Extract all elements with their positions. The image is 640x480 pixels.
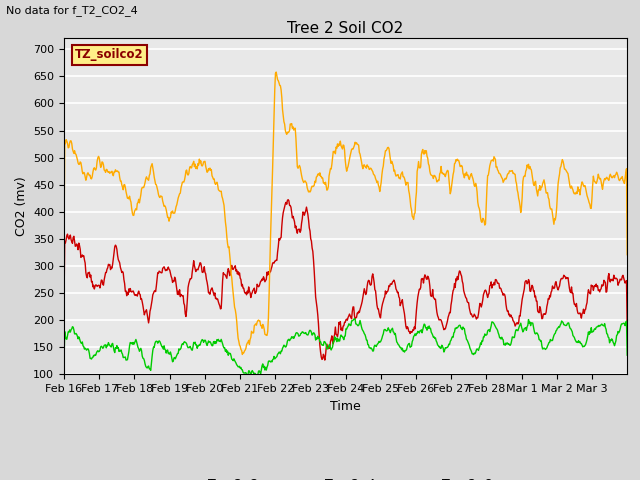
Line: Tree2 -2cm: Tree2 -2cm — [64, 200, 627, 360]
Tree2 -2cm — [623, 324, 631, 330]
Tree2 -2cm — [489, 282, 497, 288]
Tree2 -8cm — [547, 336, 554, 342]
Tree2 -4cm — [239, 351, 246, 357]
Tree2 -2cm — [284, 197, 292, 203]
Tree2 -8cm — [351, 316, 358, 322]
Tree2 -8cm — [60, 360, 68, 366]
Tree2 -2cm — [420, 275, 428, 280]
Tree2 -2cm — [388, 279, 396, 285]
Tree2 -8cm — [253, 372, 261, 378]
Tree2 -2cm — [60, 300, 68, 306]
Tree2 -8cm — [95, 349, 102, 355]
Tree2 -2cm — [547, 294, 554, 300]
Tree2 -8cm — [403, 344, 411, 349]
Text: TZ_soilco2: TZ_soilco2 — [76, 48, 144, 61]
Tree2 -4cm — [547, 206, 554, 212]
Tree2 -4cm — [388, 161, 396, 167]
Tree2 -4cm — [623, 252, 631, 258]
Tree2 -2cm — [321, 357, 329, 363]
Legend: Tree2 -2cm, Tree2 -4cm, Tree2 -8cm: Tree2 -2cm, Tree2 -4cm, Tree2 -8cm — [174, 473, 517, 480]
Line: Tree2 -4cm: Tree2 -4cm — [64, 72, 627, 354]
Tree2 -4cm — [489, 157, 497, 163]
Y-axis label: CO2 (mv): CO2 (mv) — [15, 177, 28, 236]
X-axis label: Time: Time — [330, 400, 361, 413]
Tree2 -4cm — [60, 239, 68, 245]
Tree2 -4cm — [95, 154, 102, 159]
Tree2 -8cm — [489, 319, 497, 325]
Text: No data for f_T2_CO2_4: No data for f_T2_CO2_4 — [6, 5, 138, 16]
Title: Tree 2 Soil CO2: Tree 2 Soil CO2 — [287, 21, 404, 36]
Tree2 -8cm — [420, 321, 428, 327]
Tree2 -4cm — [403, 180, 411, 185]
Tree2 -8cm — [623, 352, 631, 358]
Line: Tree2 -8cm: Tree2 -8cm — [64, 319, 627, 375]
Tree2 -2cm — [403, 324, 411, 330]
Tree2 -4cm — [273, 69, 280, 75]
Tree2 -8cm — [388, 325, 396, 331]
Tree2 -2cm — [95, 282, 102, 288]
Tree2 -4cm — [420, 151, 428, 157]
